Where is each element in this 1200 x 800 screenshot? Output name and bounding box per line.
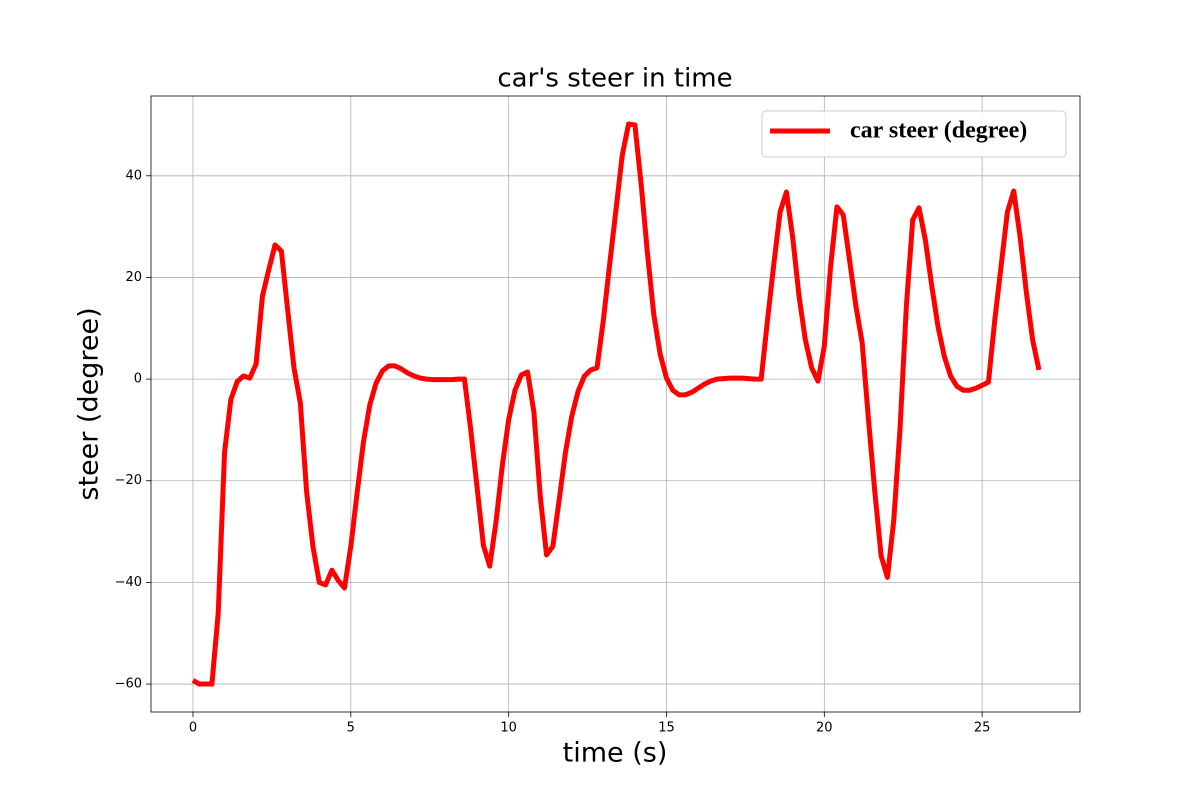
chart-title: car's steer in time [497,64,732,94]
x-tick-label: 0 [189,721,197,736]
legend-box [761,110,1067,158]
y-tick-label: −40 [115,575,142,590]
x-tick-label: 5 [347,721,355,736]
line [191,121,1042,687]
y-tick-label: 0 [134,372,142,387]
x-tick-label: 15 [658,721,675,736]
plot-frame [150,95,1081,713]
x-tick-label: 10 [500,721,517,736]
x-axis-label: time (s) [563,738,668,769]
legend-label: car steer (degree) [850,118,1027,144]
y-tick-label: 40 [125,168,142,183]
y-tick-label: 20 [125,270,142,285]
x-tick-label: 25 [974,721,991,736]
y-tick-label: −60 [115,677,142,692]
y-tick-label: −20 [115,473,142,488]
x-tick-label: 20 [816,721,833,736]
y-axis-label: steer (degree) [74,307,105,500]
